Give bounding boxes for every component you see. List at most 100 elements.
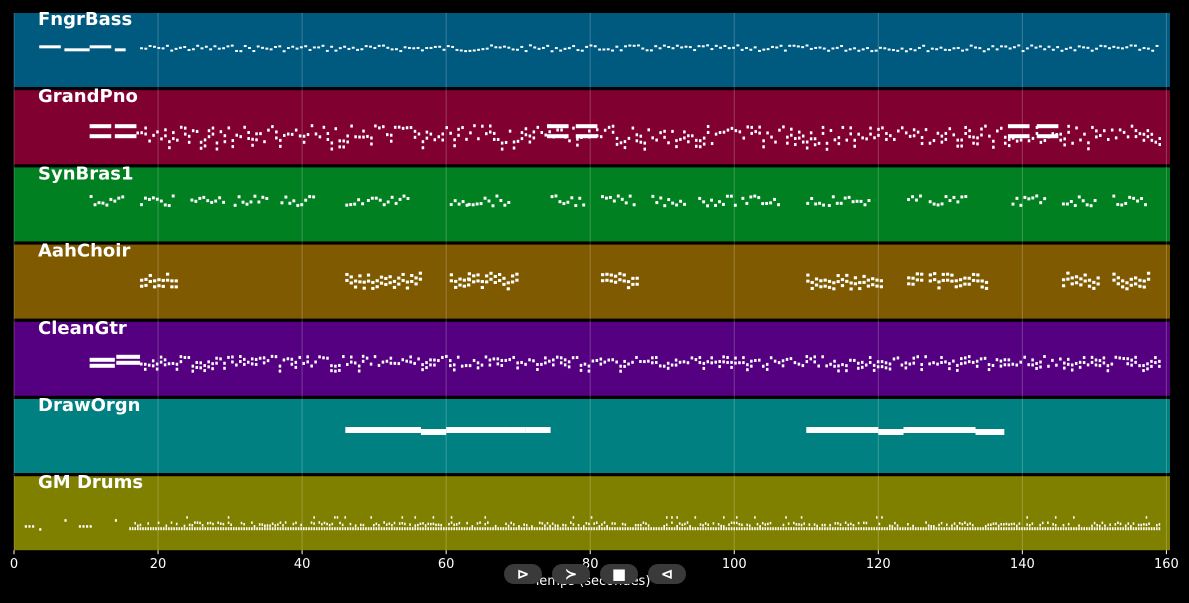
note: [813, 523, 816, 526]
note: [742, 361, 745, 365]
note: [864, 363, 868, 367]
note: [582, 203, 586, 207]
note: [457, 133, 460, 137]
stop-icon: ■: [611, 565, 627, 583]
note: [626, 280, 631, 284]
note: [603, 128, 607, 132]
note: [361, 359, 365, 363]
play-button[interactable]: ⊳: [504, 564, 542, 584]
note: [510, 274, 515, 278]
note: [147, 527, 149, 531]
note: [1119, 522, 1122, 526]
note: [342, 355, 345, 359]
note: [1027, 363, 1030, 367]
note: [607, 125, 611, 129]
note: [780, 527, 782, 531]
note: [892, 357, 896, 361]
note: [442, 527, 445, 531]
note: [165, 527, 168, 531]
note: [844, 527, 847, 531]
note: [243, 362, 246, 366]
note: [121, 195, 125, 199]
note: [487, 521, 489, 524]
note: [191, 523, 194, 527]
note: [199, 361, 202, 365]
note: [932, 139, 936, 143]
note: [254, 357, 258, 361]
note: [1143, 527, 1145, 531]
note: [379, 275, 384, 279]
note: [504, 358, 508, 362]
note: [275, 136, 278, 140]
note: [1109, 523, 1111, 526]
note: [211, 362, 214, 366]
note: [873, 136, 876, 140]
note: [435, 527, 437, 531]
note: [654, 45, 658, 48]
note: [1156, 523, 1158, 527]
note: [643, 147, 647, 151]
note: [976, 136, 979, 140]
note: [1035, 361, 1038, 365]
note: [948, 127, 952, 131]
note: [980, 279, 984, 283]
note: [286, 132, 290, 136]
note: [275, 130, 278, 134]
note: [987, 527, 990, 531]
note: [1134, 360, 1137, 364]
note: [366, 134, 369, 138]
note: [963, 282, 967, 286]
note: [562, 527, 564, 531]
note: [904, 527, 907, 531]
note: [623, 359, 626, 363]
note: [943, 527, 945, 531]
note: [991, 363, 995, 367]
note: [427, 522, 430, 526]
note: [170, 279, 174, 283]
x-tick-label: 0: [10, 557, 18, 572]
note: [357, 364, 361, 368]
note: [227, 521, 230, 525]
note: [1106, 364, 1110, 368]
note: [430, 522, 432, 526]
note: [507, 200, 511, 204]
note: [254, 362, 258, 366]
note: [615, 45, 619, 48]
note: [298, 134, 302, 138]
forward-button[interactable]: ≻: [552, 564, 590, 584]
stop-button[interactable]: ■: [600, 564, 638, 584]
note: [889, 134, 892, 138]
note: [686, 361, 690, 365]
note: [253, 527, 256, 531]
note: [1125, 287, 1129, 291]
back-button[interactable]: ⊲: [648, 564, 686, 584]
note: [245, 527, 248, 531]
note: [722, 202, 725, 206]
note: [615, 136, 619, 140]
note: [140, 131, 143, 135]
note: [159, 199, 163, 203]
note: [168, 140, 171, 144]
note: [476, 366, 480, 370]
note: [362, 129, 365, 133]
note: [583, 362, 587, 366]
note: [930, 47, 934, 50]
note: [682, 360, 686, 364]
note: [134, 527, 137, 531]
note: [1064, 47, 1068, 50]
note: [805, 360, 809, 364]
note: [1052, 523, 1054, 526]
note: [619, 527, 621, 531]
note: [1158, 142, 1161, 146]
note: [837, 136, 841, 140]
note: [706, 124, 710, 128]
note: [781, 364, 785, 368]
note: [922, 527, 925, 531]
note: [183, 355, 187, 359]
note: [603, 521, 606, 524]
note: [271, 527, 274, 531]
note: [1095, 129, 1098, 133]
note: [299, 46, 303, 49]
note: [655, 527, 658, 531]
note: [698, 356, 702, 360]
